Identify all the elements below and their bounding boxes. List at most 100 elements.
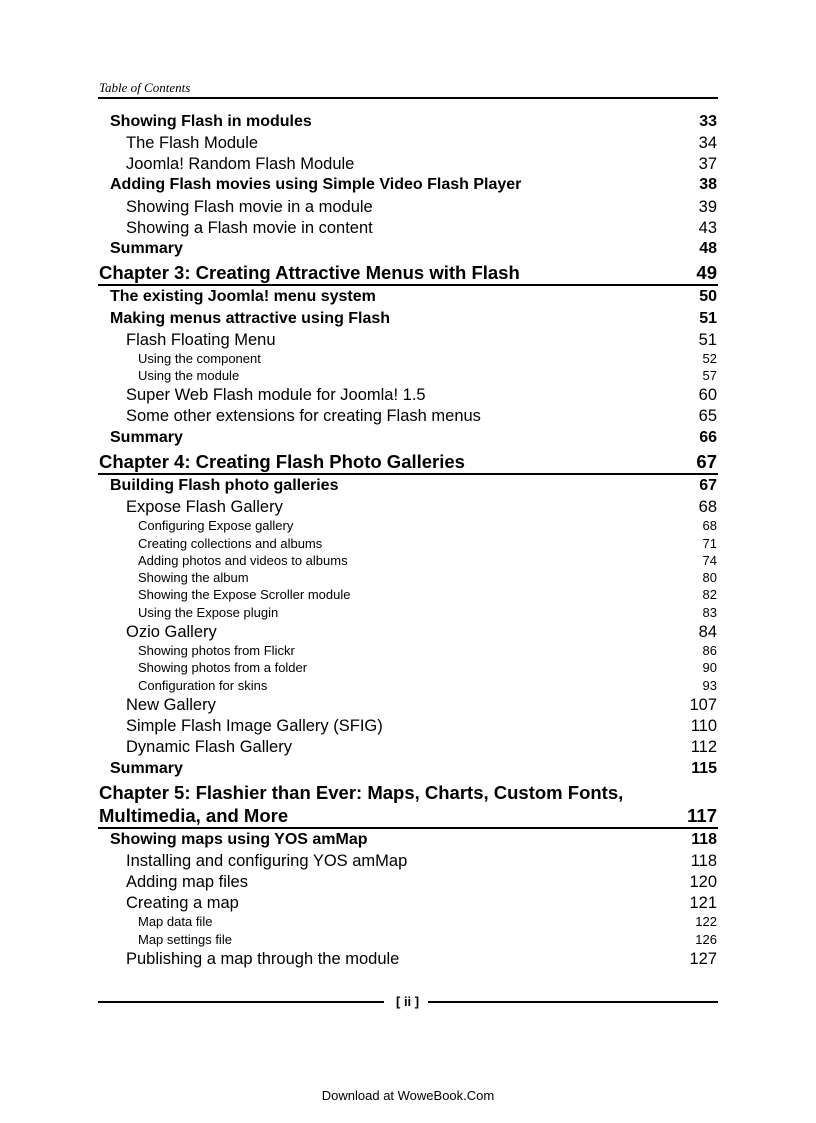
toc-entry[interactable]: Ozio Gallery 84 (0, 621, 816, 643)
toc-entry-title: Creating a map (126, 893, 239, 912)
toc-entry-page: 118 (690, 851, 717, 870)
toc-entry-title: Joomla! Random Flash Module (126, 154, 355, 173)
toc-entry[interactable]: Summary 115 (0, 758, 816, 780)
toc-entry-title: Expose Flash Gallery (126, 497, 283, 516)
toc-entry-title: Making menus attractive using Flash (110, 310, 391, 327)
header-rule (98, 97, 718, 99)
toc-entry-page: 86 (702, 642, 717, 658)
toc-entry[interactable]: Joomla! Random Flash Module 37 (0, 153, 816, 175)
toc-entry[interactable]: Summary 48 (0, 238, 816, 260)
toc-entry[interactable]: Showing photos from a folder 90 (0, 656, 816, 678)
toc-entry-title: Building Flash photo galleries (110, 477, 339, 494)
toc-entry-title: Showing Flash movie in a module (126, 197, 373, 216)
page-number: [ ii ] (392, 994, 424, 1009)
toc-entry[interactable]: Using the Expose plugin 83 (0, 601, 816, 623)
toc-entry-title: Showing photos from Flickr (138, 642, 295, 658)
toc-entry[interactable]: Showing maps using YOS amMap 118 (0, 829, 816, 851)
chapter-rule (98, 284, 718, 286)
toc-entry-title: The Flash Module (126, 133, 259, 152)
toc-entry[interactable]: Flash Floating Menu 51 (0, 329, 816, 351)
toc-entry-title: Adding Flash movies using Simple Video F… (110, 176, 522, 193)
toc-entry-title: Map settings file (138, 931, 232, 947)
toc-entry-page: 107 (689, 695, 717, 714)
toc-entry-title: Configuring Expose gallery (138, 517, 294, 533)
toc-entry[interactable]: Building Flash photo galleries 67 (0, 475, 816, 497)
toc-chapter-entry[interactable]: Chapter 3: Creating Attractive Menus wit… (0, 262, 816, 284)
toc-entry[interactable]: Making menus attractive using Flash 51 (0, 308, 816, 330)
toc-entry[interactable]: Showing the album 80 (0, 566, 816, 588)
toc-chapter-entry[interactable]: Multimedia, and More 117 (0, 805, 816, 827)
toc-entry[interactable]: Some other extensions for creating Flash… (0, 405, 816, 427)
toc-entry[interactable]: Showing Flash movie in a module 39 (0, 196, 816, 218)
toc-entry-page: 60 (698, 385, 717, 404)
toc-entry-title: Chapter 5: Flashier than Ever: Maps, Cha… (99, 782, 624, 803)
toc-entry-page: 66 (699, 429, 717, 446)
toc-entry-page: 120 (689, 872, 717, 891)
toc-entry[interactable]: Map data file 122 (0, 910, 816, 932)
toc-entry[interactable]: Adding map files 120 (0, 871, 816, 893)
toc-entry-title: Super Web Flash module for Joomla! 1.5 (126, 385, 426, 404)
toc-entry-page: 93 (702, 677, 717, 693)
toc-entry[interactable]: Dynamic Flash Gallery 112 (0, 736, 816, 758)
toc-entry-page: 57 (702, 367, 717, 383)
toc-entry-page: 37 (698, 154, 717, 173)
toc-entry-page: 110 (690, 716, 717, 735)
toc-entry[interactable]: Expose Flash Gallery 68 (0, 496, 816, 518)
toc-entry[interactable]: Using the module 57 (0, 364, 816, 386)
toc-entry-title: Publishing a map through the module (126, 949, 400, 968)
toc-entry[interactable]: Configuring Expose gallery 68 (0, 514, 816, 536)
toc-entry-title: Using the Expose plugin (138, 604, 279, 620)
toc-entry-page: 50 (699, 288, 717, 305)
footer-rule-right (428, 1001, 718, 1003)
toc-chapter-entry[interactable]: Chapter 5: Flashier than Ever: Maps, Cha… (0, 782, 816, 804)
toc-entry-page: 67 (699, 477, 717, 494)
toc-entry[interactable]: Publishing a map through the module 127 (0, 948, 816, 970)
toc-entry[interactable]: Super Web Flash module for Joomla! 1.5 60 (0, 384, 816, 406)
toc-entry-page: 118 (691, 831, 717, 848)
chapter-rule (98, 827, 718, 829)
toc-entry[interactable]: Using the component 52 (0, 347, 816, 369)
toc-entry-title: Some other extensions for creating Flash… (126, 406, 481, 425)
toc-entry[interactable]: Creating a map 121 (0, 892, 816, 914)
toc-entry-page: 74 (702, 552, 717, 568)
toc-entry-title: Showing Flash in modules (110, 113, 312, 130)
toc-entry[interactable]: Adding photos and videos to albums 74 (0, 549, 816, 571)
toc-entry-page: 67 (696, 451, 717, 472)
toc-entry-title: Summary (110, 429, 183, 446)
toc-entry[interactable]: Showing Flash in modules 33 (0, 111, 816, 133)
toc-entry[interactable]: Adding Flash movies using Simple Video F… (0, 174, 816, 196)
toc-entry-title: Adding photos and videos to albums (138, 552, 348, 568)
toc-entry-title: Showing the album (138, 569, 249, 585)
toc-entry[interactable]: Simple Flash Image Gallery (SFIG) 110 (0, 715, 816, 737)
toc-entry-title: Showing a Flash movie in content (126, 218, 373, 237)
toc-entry-title: Flash Floating Menu (126, 330, 276, 349)
toc-entry[interactable]: Installing and configuring YOS amMap 118 (0, 850, 816, 872)
toc-chapter-entry[interactable]: Chapter 4: Creating Flash Photo Gallerie… (0, 451, 816, 473)
toc-entry-title: Dynamic Flash Gallery (126, 737, 292, 756)
toc-entry-title: Using the module (138, 367, 240, 383)
toc-entry[interactable]: Configuration for skins 93 (0, 674, 816, 696)
toc-entry-title: Showing the Expose Scroller module (138, 586, 351, 602)
toc-entry-page: 68 (698, 497, 717, 516)
toc-entry-page: 71 (702, 535, 717, 551)
toc-entry-page: 115 (691, 760, 717, 777)
toc-entry-page: 122 (695, 913, 717, 929)
toc-entry[interactable]: Showing the Expose Scroller module 82 (0, 583, 816, 605)
toc-entry[interactable]: New Gallery 107 (0, 694, 816, 716)
toc-entry[interactable]: The existing Joomla! menu system 50 (0, 286, 816, 308)
toc-entry-title: Ozio Gallery (126, 622, 217, 641)
toc-entry[interactable]: Showing a Flash movie in content 43 (0, 217, 816, 239)
toc-entry-title: Creating collections and albums (138, 535, 323, 551)
toc-entry-page: 68 (702, 517, 717, 533)
toc-entry[interactable]: The Flash Module 34 (0, 132, 816, 154)
toc-entry[interactable]: Summary 66 (0, 427, 816, 449)
toc-entry-page: 82 (702, 586, 717, 602)
toc-entry[interactable]: Showing photos from Flickr 86 (0, 639, 816, 661)
toc-entry-page: 51 (699, 310, 717, 327)
toc-entry-title: Summary (110, 760, 183, 777)
toc-entry[interactable]: Map settings file 126 (0, 928, 816, 950)
toc-entry-page: 38 (699, 176, 717, 193)
footer-rule (98, 1001, 718, 1003)
toc-entry[interactable]: Creating collections and albums 71 (0, 532, 816, 554)
toc-entry-title: Chapter 3: Creating Attractive Menus wit… (99, 262, 520, 283)
